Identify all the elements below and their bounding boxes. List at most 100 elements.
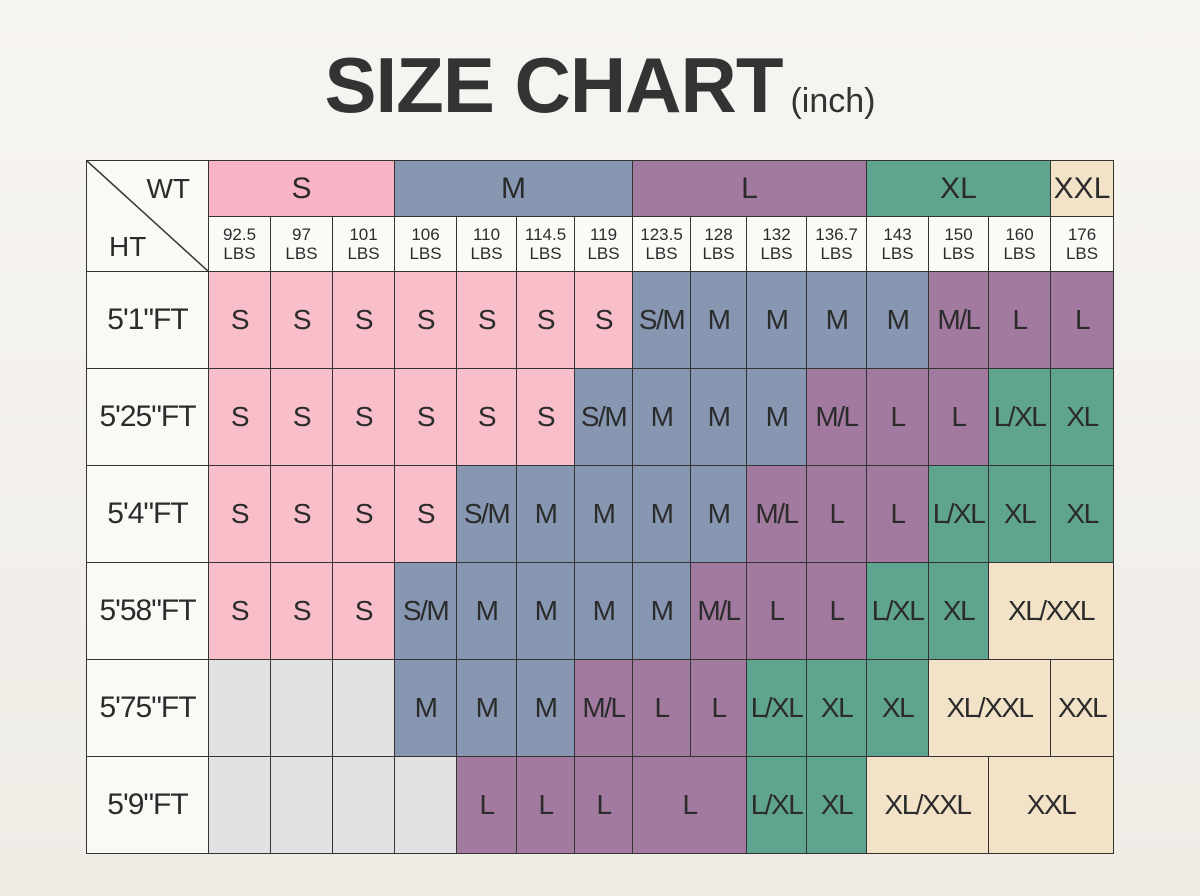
weight: 136.7 LBS bbox=[806, 216, 868, 272]
size-row: 5'9"FT L L L L L/XL XL XL/XXL XXL bbox=[86, 756, 1115, 854]
size-group: M bbox=[394, 160, 634, 217]
empty-cell bbox=[331, 659, 396, 757]
size-group: XL bbox=[866, 160, 1052, 217]
size-cell: M bbox=[746, 368, 808, 466]
weight: 128 LBS bbox=[690, 216, 748, 272]
height: 5'75"FT bbox=[86, 659, 209, 757]
size-cell: S/M bbox=[456, 465, 518, 563]
height: 5'1"FT bbox=[86, 271, 209, 369]
size-cell: L bbox=[988, 271, 1052, 369]
weight: 101 LBS bbox=[331, 216, 396, 272]
size-cell: S bbox=[331, 271, 396, 369]
size-cell: M bbox=[574, 562, 634, 660]
corner: WT HT bbox=[86, 160, 209, 272]
size-cell: XL bbox=[806, 659, 868, 757]
weight: 132 LBS bbox=[746, 216, 808, 272]
size-cell: S bbox=[208, 465, 271, 563]
weight: 123.5 LBS bbox=[632, 216, 692, 272]
empty-cell bbox=[270, 659, 333, 757]
size-group: S bbox=[207, 160, 396, 217]
size-cell: L bbox=[746, 562, 808, 660]
size-cell: L bbox=[516, 756, 576, 854]
size-row: 5'75"FT M M M M/L L L L/XL XL XL XL/XXL XXL bbox=[86, 659, 1115, 757]
size-table: WT HT S M L XL XXL 92.5 LBS 97 LBS 101 LBS 106 … bbox=[86, 160, 1115, 854]
weight-row: 92.5 LBS 97 LBS 101 LBS 106 LBS 110 LBS 114.5… bbox=[87, 216, 1115, 272]
corner-top: WT bbox=[146, 173, 190, 204]
size-cell: L bbox=[866, 465, 930, 563]
diagonal bbox=[87, 161, 208, 271]
size-cell: XL bbox=[866, 659, 930, 757]
size-row: 5'4"FT S S S S S/M M M M M M/L L L L/XL XL XL bbox=[86, 465, 1115, 563]
weight: 110 LBS bbox=[456, 216, 518, 272]
size-cell: M bbox=[456, 659, 518, 757]
size-cell: L bbox=[690, 659, 748, 757]
weight: 119 LBS bbox=[574, 216, 634, 272]
size-cell: M bbox=[632, 465, 692, 563]
size-group: XXL bbox=[1050, 160, 1115, 217]
size-cell: S bbox=[394, 368, 458, 466]
title-bar: SIZE CHART (inch) bbox=[0, 40, 1200, 131]
size-cell: M bbox=[866, 271, 930, 369]
height: 5'9"FT bbox=[86, 756, 209, 854]
size-cell: L bbox=[632, 659, 692, 757]
size-cell: S bbox=[574, 271, 634, 369]
weight: 160 LBS bbox=[988, 216, 1052, 272]
size-cell: S bbox=[208, 562, 271, 660]
empty-cell bbox=[270, 756, 333, 854]
size-cell: XL bbox=[1050, 368, 1115, 466]
size-cell: S bbox=[208, 368, 271, 466]
size-cell: M bbox=[516, 562, 576, 660]
size-cell: M bbox=[690, 368, 748, 466]
size-cell: S bbox=[394, 271, 458, 369]
size-row: 5'1"FT S S S S S S S S/M M M M M M/L L L bbox=[86, 271, 1115, 369]
empty-cell bbox=[208, 756, 271, 854]
weight: 176 LBS bbox=[1050, 216, 1115, 272]
weight: 106 LBS bbox=[394, 216, 458, 272]
size-cell: XXL bbox=[988, 756, 1115, 854]
size-row: 5'58"FT S S S S/M M M M M M/L L L L/XL XL XL/XXL bbox=[86, 562, 1115, 660]
weight: 143 LBS bbox=[866, 216, 930, 272]
title: SIZE CHART bbox=[324, 41, 783, 129]
size-row: 5'25"FT S S S S S S S/M M M M M/L L L L/XL XL bbox=[86, 368, 1115, 466]
size-cell: M/L bbox=[574, 659, 634, 757]
size-cell: L bbox=[574, 756, 634, 854]
size-cell: M bbox=[394, 659, 458, 757]
size-cell: L bbox=[1050, 271, 1115, 369]
empty-cell bbox=[208, 659, 271, 757]
size-cell: L bbox=[806, 465, 868, 563]
size-cell: L/XL bbox=[746, 756, 808, 854]
size-cell: S bbox=[208, 271, 271, 369]
empty-cell bbox=[331, 756, 396, 854]
size-cell: S bbox=[456, 368, 518, 466]
size-group: L bbox=[632, 160, 868, 217]
height: 5'4"FT bbox=[86, 465, 209, 563]
size-cell: M/L bbox=[746, 465, 808, 563]
size-cell: S bbox=[270, 465, 333, 563]
size-cell: XL/XXL bbox=[866, 756, 990, 854]
weight: 114.5 LBS bbox=[516, 216, 576, 272]
size-cell: L bbox=[456, 756, 518, 854]
size-cell: M bbox=[574, 465, 634, 563]
size-cell: M bbox=[516, 659, 576, 757]
size-cell: S bbox=[270, 562, 333, 660]
size-cell: M bbox=[632, 368, 692, 466]
size-cell: M bbox=[632, 562, 692, 660]
size-cell: S bbox=[270, 271, 333, 369]
size-cell: S bbox=[331, 562, 396, 660]
size-cell: XL/XXL bbox=[928, 659, 1052, 757]
size-cell: S/M bbox=[394, 562, 458, 660]
size-cell: S/M bbox=[632, 271, 692, 369]
height: 5'25"FT bbox=[86, 368, 209, 466]
size-cell: S bbox=[394, 465, 458, 563]
size-cell: S bbox=[516, 368, 576, 466]
size-cell: S bbox=[516, 271, 576, 369]
weight: 92.5 LBS bbox=[208, 216, 271, 272]
unit: (inch) bbox=[790, 82, 876, 120]
size-cell: XL/XXL bbox=[988, 562, 1115, 660]
size-cell: L/XL bbox=[746, 659, 808, 757]
group-row: WT HT S M L XL XXL bbox=[86, 160, 1115, 272]
size-cell: S/M bbox=[574, 368, 634, 466]
corner-bottom: HT bbox=[109, 231, 147, 262]
size-cell: XL bbox=[806, 756, 868, 854]
